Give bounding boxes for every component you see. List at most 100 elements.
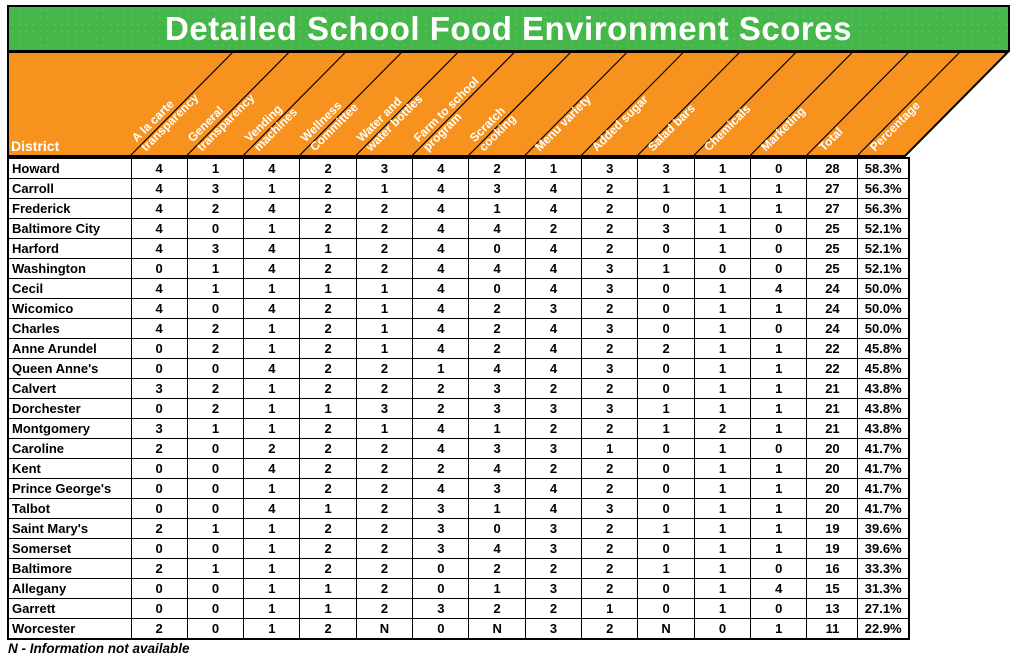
table-row: Dorchester 0 2 1 1 3 2 3 3 3 1 1 1 21 43.8% [7, 398, 910, 419]
percentage-cell: 50.0% [857, 278, 910, 299]
score-cell: 0 [130, 358, 188, 379]
score-cell: 1 [186, 558, 245, 579]
score-cell: 2 [299, 338, 357, 359]
total-cell: 20 [806, 458, 859, 479]
score-cell: 2 [299, 478, 357, 499]
score-cell: 1 [243, 338, 301, 359]
percentage-cell: 45.8% [857, 338, 910, 359]
total-cell: 21 [806, 418, 859, 439]
total-cell: 13 [806, 598, 859, 619]
score-cell: 0 [637, 298, 695, 319]
score-cell: 1 [750, 538, 808, 559]
score-cell: 1 [637, 518, 695, 539]
score-cell: 4 [468, 218, 526, 239]
score-cell: 1 [637, 398, 695, 419]
district-cell: Prince George's [7, 478, 132, 499]
score-cell: 1 [750, 338, 808, 359]
score-cell: 3 [581, 278, 639, 299]
score-cell: 2 [581, 538, 639, 559]
score-cell: 0 [750, 558, 808, 579]
score-cell: 2 [581, 198, 639, 219]
score-cell: 4 [412, 438, 470, 459]
total-cell: 20 [806, 498, 859, 519]
table-row: Queen Anne's 0 0 4 2 2 1 4 4 3 0 1 1 22 45.8% [7, 358, 910, 379]
score-cell: 0 [186, 618, 245, 640]
score-cell: 1 [355, 318, 414, 339]
score-cell: 3 [412, 598, 470, 619]
district-cell: Baltimore City [7, 218, 132, 239]
score-cell: 0 [750, 238, 808, 259]
score-cell: 3 [186, 178, 245, 199]
score-cell: 2 [355, 498, 414, 519]
total-cell: 11 [806, 618, 859, 640]
score-cell: 4 [243, 498, 301, 519]
score-cell: 1 [693, 298, 752, 319]
percentage-cell: 52.1% [857, 258, 910, 279]
score-cell: 2 [581, 218, 639, 239]
score-cell: 4 [243, 238, 301, 259]
percentage-cell: 58.3% [857, 157, 910, 179]
score-cell: 0 [750, 157, 808, 179]
score-cell: 1 [243, 478, 301, 499]
score-cell: 2 [299, 358, 357, 379]
score-cell: 1 [468, 418, 526, 439]
score-cell: 4 [412, 198, 470, 219]
score-cell: 3 [524, 398, 583, 419]
score-cell: 1 [750, 358, 808, 379]
score-cell: 2 [355, 218, 414, 239]
score-cell: 1 [750, 298, 808, 319]
score-cell: 2 [581, 338, 639, 359]
table-row: Saint Mary's 2 1 1 2 2 3 0 3 2 1 1 1 19 39.6% [7, 518, 910, 539]
score-cell: 1 [299, 578, 357, 599]
score-cell: 1 [693, 157, 752, 179]
score-cell: 4 [412, 338, 470, 359]
score-cell: 2 [243, 438, 301, 459]
score-cell: 0 [750, 258, 808, 279]
score-cell: 0 [186, 358, 245, 379]
score-cell: 3 [524, 578, 583, 599]
score-cell: 2 [355, 518, 414, 539]
total-cell: 19 [806, 538, 859, 559]
score-cell: 1 [186, 418, 245, 439]
score-cell: 4 [243, 458, 301, 479]
score-cell: 2 [355, 578, 414, 599]
table-row: Somerset 0 0 1 2 2 3 4 3 2 0 1 1 19 39.6% [7, 538, 910, 559]
score-cell: 4 [412, 157, 470, 179]
score-cell: 3 [468, 478, 526, 499]
percentage-cell: 43.8% [857, 418, 910, 439]
score-cell: 0 [637, 438, 695, 459]
score-cell: 1 [750, 418, 808, 439]
district-cell: Montgomery [7, 418, 132, 439]
score-cell: 0 [468, 518, 526, 539]
score-cell: 1 [468, 198, 526, 219]
total-cell: 15 [806, 578, 859, 599]
score-cell: 0 [637, 598, 695, 619]
score-cell: 2 [581, 178, 639, 199]
score-cell: 4 [750, 578, 808, 599]
score-cell: 2 [524, 458, 583, 479]
score-cell: 4 [130, 318, 188, 339]
total-cell: 21 [806, 378, 859, 399]
score-cell: 3 [581, 498, 639, 519]
district-cell: Kent [7, 458, 132, 479]
footnote: N - Information not available [8, 641, 190, 656]
score-cell: 3 [637, 157, 695, 179]
percentage-cell: 33.3% [857, 558, 910, 579]
score-cell: 3 [524, 518, 583, 539]
percentage-cell: 43.8% [857, 398, 910, 419]
score-cell: 3 [524, 618, 583, 640]
score-cell: 1 [750, 378, 808, 399]
score-cell: 4 [524, 358, 583, 379]
district-cell: Caroline [7, 438, 132, 459]
score-cell: 2 [524, 598, 583, 619]
score-cell: 2 [355, 558, 414, 579]
score-cell: 3 [524, 538, 583, 559]
score-cell: 0 [186, 438, 245, 459]
score-cell: 1 [693, 378, 752, 399]
title-bar: Detailed School Food Environment Scores [7, 5, 1010, 52]
score-cell: 3 [355, 398, 414, 419]
district-cell: Baltimore [7, 558, 132, 579]
score-cell: 4 [412, 238, 470, 259]
score-cell: 1 [693, 358, 752, 379]
